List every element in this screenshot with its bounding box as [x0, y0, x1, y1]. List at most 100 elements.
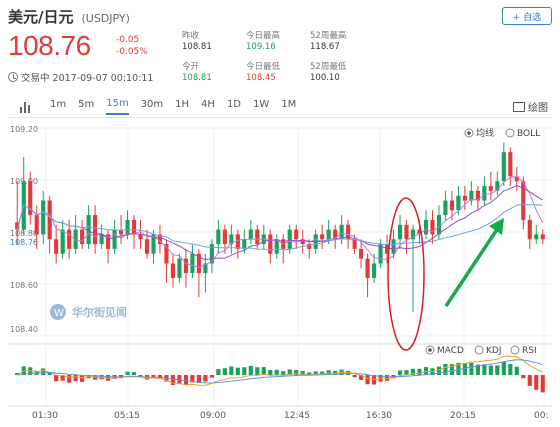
stat-day-low: 今日最低 108.45 — [246, 62, 280, 84]
boll-label[interactable]: BOLL — [517, 129, 540, 139]
ma-line-slow — [16, 185, 544, 261]
candle-body — [475, 190, 480, 201]
candle-body — [423, 219, 429, 235]
candle-body — [248, 229, 253, 240]
candle-body — [326, 229, 331, 240]
macd-bar — [527, 375, 532, 386]
stat-value: 108.81 — [182, 73, 212, 83]
y-tick: 108.60 — [10, 281, 38, 290]
candle-body — [222, 229, 227, 245]
stat-prev-close: 昨收 108.81 — [182, 31, 212, 53]
candle-body — [203, 263, 208, 274]
timeframe-4h[interactable]: 4H — [201, 99, 215, 110]
timeframe-1d[interactable]: 1D — [226, 99, 241, 110]
candle-body — [73, 229, 78, 249]
timeframe-1w[interactable]: 1W — [253, 99, 270, 110]
macd-bar — [488, 365, 493, 375]
boll-radio[interactable] — [505, 128, 515, 138]
candle-body — [125, 219, 130, 235]
candle-body — [482, 186, 487, 201]
instrument-title: 美元/日元 — [8, 8, 74, 26]
candle-body — [462, 195, 467, 201]
candle-body — [274, 239, 279, 254]
macd-bar — [222, 368, 227, 375]
change-value: -0.05 — [116, 35, 140, 45]
x-tick: 00: — [534, 411, 548, 421]
chart-area[interactable]: 109.20 109.00 108.80 108.60 108.40 108.7… — [8, 122, 552, 422]
x-tick: 20:15 — [450, 411, 476, 421]
watermark-logo — [50, 304, 66, 320]
macd-bar — [229, 366, 234, 375]
macd-radio-dot — [428, 348, 432, 352]
candle-body — [436, 215, 442, 235]
draw-button[interactable]: 绘图 — [513, 99, 548, 114]
candle-body — [443, 200, 448, 216]
stat-label: 52周最低 — [310, 62, 347, 72]
macd-bar — [183, 375, 189, 385]
candle-body — [99, 234, 104, 245]
candle-body — [488, 186, 493, 191]
macd-bar — [443, 363, 448, 375]
macd-bar — [449, 364, 455, 375]
y-tick: 108.40 — [10, 325, 38, 334]
candle-body — [352, 239, 357, 249]
candle-body — [378, 244, 383, 264]
macd-bar — [521, 375, 526, 379]
y-tick: 109.20 — [10, 125, 38, 134]
candle-body — [190, 253, 195, 274]
timeframe-1h[interactable]: 1H — [175, 99, 190, 110]
candle-body — [397, 224, 403, 240]
candle-body — [242, 239, 247, 249]
candle-body — [28, 181, 33, 216]
candle-body — [93, 215, 98, 245]
candle-body — [469, 190, 474, 201]
rsi-radio[interactable] — [510, 345, 520, 355]
candle-body — [86, 215, 91, 245]
clock-icon — [8, 72, 18, 82]
candle-body — [514, 176, 519, 182]
macd-bar — [242, 367, 247, 375]
ma-label[interactable]: 均线 — [476, 127, 494, 139]
rsi-label[interactable]: RSI — [522, 346, 537, 356]
ma-line-fast — [16, 175, 544, 268]
candle-body — [417, 229, 422, 235]
timeframe-30m[interactable]: 30m — [140, 99, 164, 110]
macd-bar — [248, 365, 253, 375]
stat-label: 今日最低 — [246, 62, 281, 72]
timeframe-15m[interactable]: 15m — [106, 98, 129, 115]
macd-bar — [508, 364, 513, 375]
macd-label[interactable]: MACD — [437, 346, 464, 356]
candle-body — [209, 244, 214, 264]
macd-bar — [482, 364, 487, 375]
kdj-radio[interactable] — [474, 345, 484, 355]
kdj-label[interactable]: KDJ — [486, 346, 502, 356]
instrument-symbol: (USDJPY) — [81, 12, 130, 25]
candle-body — [430, 219, 435, 235]
candle-body — [47, 200, 52, 240]
macd-bar — [365, 375, 370, 385]
x-tick: 01:30 — [32, 411, 58, 421]
timeframe-1m[interactable]: 1m — [50, 99, 67, 110]
candlestick-icon[interactable] — [20, 101, 34, 113]
candle-body — [294, 229, 299, 240]
current-price-label: 108.76 — [10, 238, 38, 247]
macd-bar — [410, 368, 416, 375]
candle-body — [320, 234, 325, 240]
macd-bar — [281, 371, 286, 375]
candle-body — [365, 258, 370, 278]
macd-bar — [436, 366, 442, 375]
candle-body — [527, 219, 532, 240]
add-to-watchlist-button[interactable]: + 自选 — [502, 7, 552, 25]
timeframe-1mo[interactable]: 1M — [281, 99, 297, 110]
candle-body — [196, 253, 201, 274]
x-tick: 09:00 — [200, 411, 226, 421]
trend-arrow-head — [489, 218, 504, 235]
candle-body — [34, 215, 39, 235]
timeframe-5m[interactable]: 5m — [78, 99, 95, 110]
candle-body — [229, 234, 234, 245]
candle-body — [391, 239, 396, 254]
price-change: -0.05 -0.05% — [116, 34, 148, 58]
price-chart[interactable]: 109.20 109.00 108.80 108.60 108.40 108.7… — [8, 122, 552, 422]
macd-bar — [287, 369, 292, 375]
macd-bar — [462, 363, 467, 375]
